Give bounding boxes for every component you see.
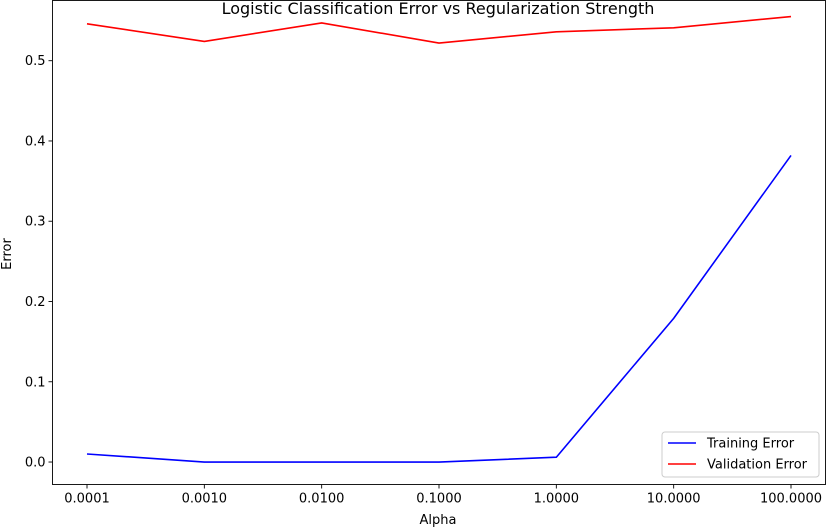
y-tick-label: 0.2 xyxy=(25,295,46,310)
series-line-validation-error xyxy=(86,15,792,44)
y-tick-label: 0.5 xyxy=(25,54,46,69)
y-tick-label: 0.3 xyxy=(25,215,46,230)
y-tick-label: 0.1 xyxy=(25,375,46,390)
x-tick-label: 0.0010 xyxy=(182,492,228,507)
series-lines xyxy=(86,15,792,463)
x-tick-label: 1.0000 xyxy=(534,492,580,507)
y-axis-label: Error xyxy=(0,238,15,270)
chart-title: Logistic Classification Error vs Regular… xyxy=(222,0,655,18)
x-tick-label: 100.0000 xyxy=(760,492,822,507)
x-tick-label: 0.0100 xyxy=(299,492,345,507)
x-tick-label: 0.1000 xyxy=(416,492,462,507)
y-tick-label: 0.0 xyxy=(25,456,46,471)
y-axis-ticks: 0.0 0.1 0.2 0.3 0.4 0.5 xyxy=(25,54,53,471)
plot-frame xyxy=(52,0,826,485)
x-tick-label: 0.0001 xyxy=(64,492,110,507)
series-line-training-error xyxy=(86,154,792,463)
x-tick-label: 10.0000 xyxy=(647,492,701,507)
x-axis-label: Alpha xyxy=(420,513,457,527)
y-tick-label: 0.4 xyxy=(25,134,46,149)
legend-label: Validation Error xyxy=(707,458,808,473)
legend-box xyxy=(661,431,820,478)
legend: Training Error Validation Error xyxy=(661,431,820,478)
x-axis-ticks: 0.0001 0.0010 0.0100 0.1000 1.0000 10.0000 100… xyxy=(64,484,822,507)
legend-label: Training Error xyxy=(706,437,795,452)
